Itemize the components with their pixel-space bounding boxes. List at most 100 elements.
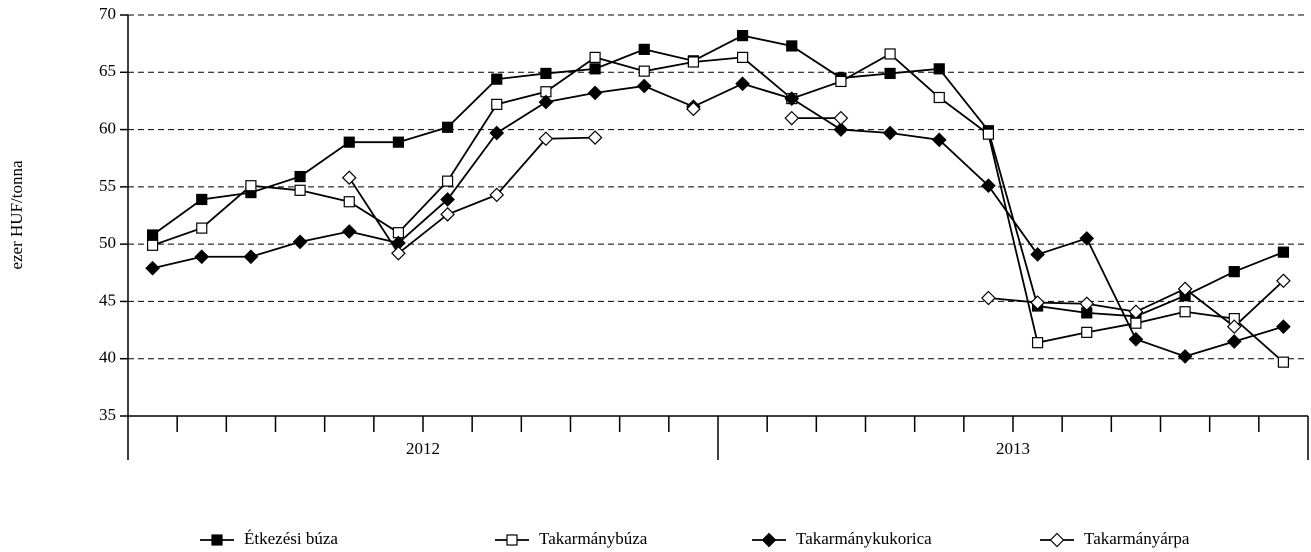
legend-label: Takarmánykukorica [796,529,932,548]
y-axis-label: ezer HUF/tonna [7,160,26,270]
data-point [491,98,503,110]
x-group-label: 2012 [406,439,440,458]
data-point [589,63,601,75]
data-point [638,65,650,77]
data-point [1030,247,1045,262]
data-point [292,234,308,250]
data-point [981,290,996,306]
series-line [348,117,1285,328]
series-line [152,52,1285,363]
data-point [1128,331,1144,347]
data-point [1030,295,1045,310]
data-point [1276,319,1291,334]
data-point [1228,266,1240,278]
series-line [152,34,1284,318]
data-point [491,73,503,85]
data-point [146,239,159,251]
data-point [538,94,554,110]
data-point [441,175,454,187]
data-point [735,76,750,92]
data-point [1130,317,1142,329]
y-tick-label: 45 [99,290,116,309]
data-point [343,196,355,208]
data-point [392,136,405,148]
data-point [538,131,554,147]
x-group-label: 2013 [996,439,1030,458]
data-point [933,91,945,104]
y-tick-label: 60 [99,118,116,137]
data-point [146,229,159,241]
data-point [786,40,798,52]
data-point [243,249,259,265]
data-point [687,56,700,68]
data-point [441,121,454,133]
legend-label: Étkezési búza [244,529,338,548]
data-point [981,178,996,194]
data-point [341,170,357,186]
data-point [194,249,210,265]
data-point [1081,326,1093,338]
data-point [1276,273,1291,289]
data-point [931,132,947,148]
data-point [587,85,603,101]
data-point [982,128,995,140]
data-point [145,260,160,276]
data-point [884,67,896,80]
data-point [1031,337,1044,349]
y-tick-label: 55 [99,176,116,195]
legend-item: Takarmányárpa [1040,529,1190,548]
data-point [540,67,552,80]
legend-marker [761,532,777,548]
data-point [1177,281,1193,297]
data-point [489,187,505,203]
data-point [884,48,896,60]
data-point [587,130,603,145]
data-point [343,136,355,148]
legend-item: Takarmánykukorica [752,529,932,548]
data-point [638,43,650,55]
data-point [1277,356,1290,368]
legend-marker [1049,532,1065,548]
data-point [196,193,208,206]
data-point [440,192,455,207]
y-tick-label: 65 [99,61,116,80]
legend-label: Takarmányárpa [1084,529,1190,548]
data-point [933,63,945,75]
legend-label: Takarmánybúza [539,529,648,548]
data-point [294,184,306,196]
y-tick-label: 40 [99,348,116,367]
data-point [440,207,455,222]
legend-marker [506,534,518,546]
data-point [391,245,406,261]
data-point [1277,246,1290,258]
data-point [686,101,701,117]
series-line [152,82,1284,358]
y-tick-label: 70 [99,4,116,23]
data-point [784,91,800,106]
data-point [489,125,505,141]
data-point [835,75,847,88]
data-point [1079,296,1095,312]
data-point [1179,306,1191,318]
data-point [589,51,601,63]
data-point [196,222,208,234]
legend-marker [211,534,223,546]
data-point [1226,319,1242,334]
y-tick-label: 50 [99,233,116,252]
y-tick-label: 35 [99,405,116,424]
data-point [245,180,257,192]
data-point [294,170,306,183]
data-point [1128,304,1144,320]
data-point [1177,349,1193,364]
data-point [1079,231,1095,246]
data-point [341,224,357,239]
data-point [882,125,898,141]
data-point [1226,334,1242,349]
data-point [833,110,849,126]
data-point [636,78,652,94]
legend-item: Takarmánybúza [495,529,648,548]
data-point [833,122,849,137]
data-point [736,30,749,42]
legend-item: Étkezési búza [200,529,338,548]
